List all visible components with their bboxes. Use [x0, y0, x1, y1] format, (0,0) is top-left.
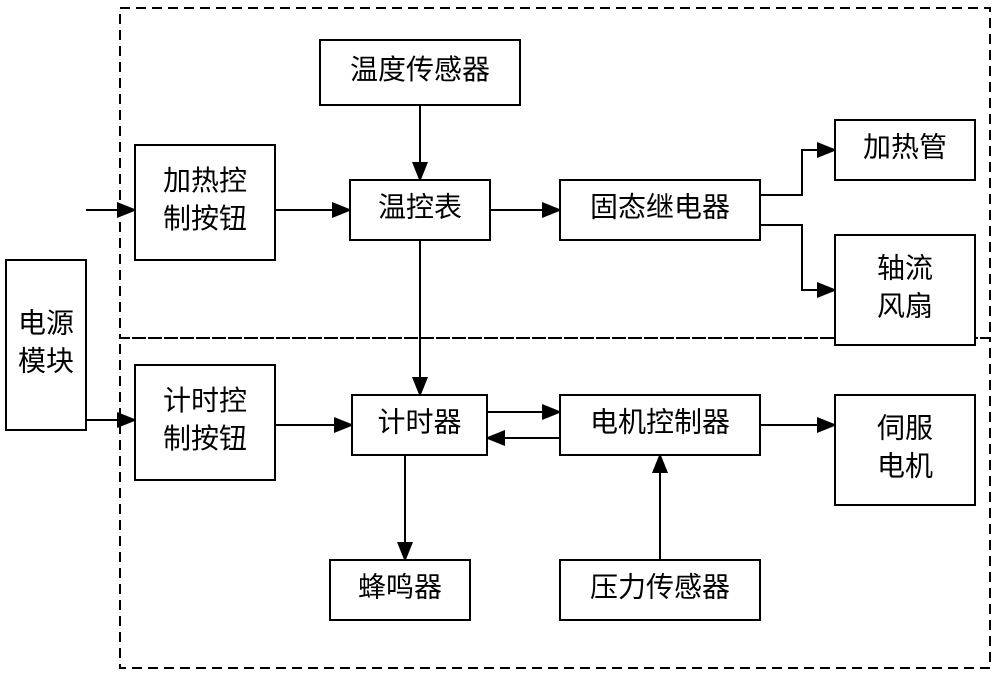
node-press_sensor: 压力传感器	[560, 560, 760, 620]
node-fan-label: 风扇	[877, 290, 933, 322]
node-temp_ctrl: 温控表	[350, 180, 490, 240]
node-buzzer-label: 蜂鸣器	[358, 571, 442, 603]
node-motor_ctrl: 电机控制器	[560, 395, 760, 455]
node-timer_btn: 计时控制按钮	[135, 365, 275, 480]
node-heat_btn-label: 制按钮	[163, 203, 247, 235]
node-heat_btn-label: 加热控	[163, 165, 247, 197]
node-servo: 伺服电机	[835, 395, 975, 505]
node-power-label: 电源	[18, 308, 74, 340]
node-servo-label: 伺服	[877, 413, 933, 445]
node-press_sensor-label: 压力传感器	[590, 571, 730, 603]
node-heater-label: 加热管	[863, 131, 947, 163]
node-buzzer: 蜂鸣器	[330, 560, 470, 620]
node-temp_sensor: 温度传感器	[320, 40, 520, 105]
node-timer_btn-label: 制按钮	[163, 423, 247, 455]
node-fan: 轴流风扇	[835, 235, 975, 345]
node-timer-label: 计时器	[377, 406, 461, 438]
node-heater: 加热管	[835, 120, 975, 180]
node-motor_ctrl-label: 电机控制器	[590, 406, 730, 438]
node-power-label: 模块	[18, 345, 74, 377]
node-timer: 计时器	[352, 395, 487, 455]
edge-ssr-heater	[760, 150, 835, 195]
node-servo-label: 电机	[877, 450, 933, 482]
node-timer_btn-label: 计时控	[163, 385, 247, 417]
node-temp_sensor-label: 温度传感器	[350, 54, 490, 86]
node-ssr: 固态继电器	[560, 180, 760, 240]
node-heat_btn: 加热控制按钮	[135, 145, 275, 260]
node-power: 电源模块	[6, 260, 86, 430]
node-fan-label: 轴流	[877, 253, 933, 285]
block-diagram: 电源模块加热控制按钮计时控制按钮温度传感器温控表计时器蜂鸣器固态继电器电机控制器…	[0, 0, 1000, 686]
node-ssr-label: 固态继电器	[590, 191, 730, 223]
node-temp_ctrl-label: 温控表	[378, 191, 462, 223]
edge-ssr-fan	[760, 225, 835, 290]
